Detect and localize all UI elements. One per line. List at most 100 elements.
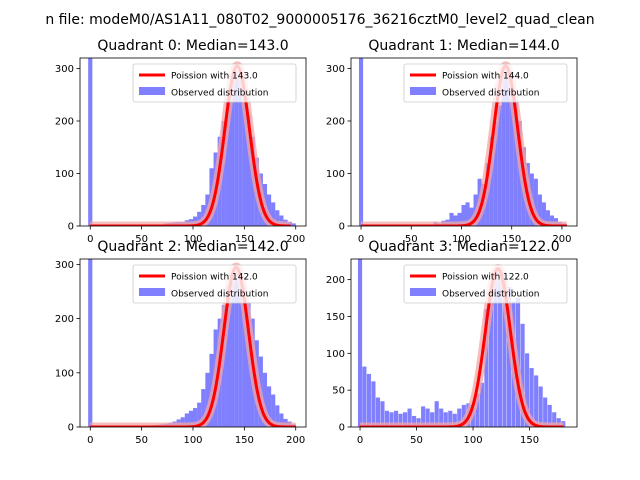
y-tick-label: 0 xyxy=(339,222,345,233)
histogram-bar xyxy=(402,412,408,427)
legend-box xyxy=(403,63,568,103)
histogram-bar xyxy=(201,205,206,226)
x-tick-label: 100 xyxy=(183,435,202,446)
histogram-bar xyxy=(509,84,514,226)
x-tick-label: 100 xyxy=(452,234,471,245)
histogram-bar xyxy=(384,410,390,427)
panel-title: Quadrant 2: Median=142.0 xyxy=(97,239,288,255)
legend-hist-label: Observed distribution xyxy=(442,89,539,99)
histogram-bar xyxy=(421,406,426,427)
histogram-bar xyxy=(443,412,448,427)
y-tick-label: 100 xyxy=(326,349,345,360)
histogram-bar xyxy=(275,210,280,226)
legend-box xyxy=(132,63,297,103)
y-tick-label: 0 xyxy=(339,423,345,434)
histogram-bar xyxy=(449,212,454,226)
histogram-bar xyxy=(238,280,243,427)
y-tick-label: 300 xyxy=(55,260,74,271)
legend-box xyxy=(132,264,297,304)
histogram-bar xyxy=(229,280,235,427)
quadrant-3-chart: 0 50 100 150 0 50 100 150 200 Quadrant 3: Median=… xyxy=(326,239,578,446)
histogram-bar xyxy=(448,410,453,427)
legend: Poission with 122.0 Observed distribution xyxy=(403,264,568,304)
histogram-bar xyxy=(221,305,226,427)
histogram-bar xyxy=(425,408,430,427)
histogram-bar xyxy=(497,268,503,427)
x-tick-label: 50 xyxy=(135,435,148,446)
histogram-bar xyxy=(543,397,548,427)
y-tick-label: 100 xyxy=(55,169,74,180)
legend: Poission with 142.0 Observed distribution xyxy=(132,264,297,304)
histogram-bar xyxy=(225,286,231,427)
histogram-bar xyxy=(461,205,466,226)
x-tick-label: 0 xyxy=(87,234,93,245)
axes-frame xyxy=(350,258,578,428)
histogram-bar xyxy=(366,373,371,427)
histogram-bar xyxy=(358,58,364,226)
histogram-bar xyxy=(271,202,276,226)
histogram-bar xyxy=(398,413,403,427)
quadrant-3-plot-area xyxy=(357,259,566,427)
y-tick-label: 200 xyxy=(326,275,345,286)
histogram-bar xyxy=(180,417,185,427)
histogram-bar xyxy=(407,408,412,427)
histogram-bar xyxy=(279,413,284,427)
histogram-bar xyxy=(242,94,247,226)
histogram-bar xyxy=(547,404,552,427)
histogram-bar xyxy=(205,372,210,427)
legend-hist-swatch xyxy=(410,87,436,95)
histogram-bar xyxy=(389,412,394,427)
y-tick-label: 0 xyxy=(68,423,74,434)
histogram-bar xyxy=(275,405,280,427)
histogram-bar xyxy=(266,386,272,427)
x-tick-label: 100 xyxy=(463,435,482,446)
quadrant-1-chart: 0 50 100 150 200 0 100 200 300 Quadrant 1: Median… xyxy=(326,38,578,245)
legend-hist-swatch xyxy=(139,87,165,95)
y-tick-label: 50 xyxy=(332,386,345,397)
histogram-bar xyxy=(479,382,484,427)
histogram-bar xyxy=(452,413,457,427)
histogram-bar xyxy=(533,178,538,226)
histogram-bar xyxy=(520,323,525,427)
histogram-bar xyxy=(534,375,539,427)
histogram-bar xyxy=(234,267,239,427)
legend-curve-label: Poission with 122.0 xyxy=(442,273,529,283)
histogram-bar xyxy=(502,272,507,427)
y-tick-label: 0 xyxy=(68,222,74,233)
histogram-bar xyxy=(489,136,494,226)
legend-hist-label: Observed distribution xyxy=(171,89,268,99)
x-tick-label: 200 xyxy=(286,234,305,245)
histogram-bar xyxy=(537,194,542,226)
histogram-bar xyxy=(229,79,235,226)
x-tick-label: 50 xyxy=(405,234,418,245)
panel-title: Quadrant 1: Median=144.0 xyxy=(368,38,559,54)
legend-hist-swatch xyxy=(410,288,436,296)
histogram-bar xyxy=(493,121,498,226)
y-tick-label: 100 xyxy=(55,368,74,379)
y-tick-label: 200 xyxy=(326,117,345,128)
histogram-bar xyxy=(197,211,202,226)
x-tick-label: 150 xyxy=(235,234,254,245)
quadrant-2-chart: 0 50 100 150 200 0 100 200 300 Quadrant 2: Median… xyxy=(55,239,307,446)
histogram-bar xyxy=(225,100,231,226)
histogram-bar xyxy=(529,368,534,427)
histogram-bar xyxy=(484,309,489,427)
legend-hist-label: Observed distribution xyxy=(442,290,539,300)
legend-curve-label: Poission with 143.0 xyxy=(171,72,258,82)
legend: Poission with 144.0 Observed distribution xyxy=(403,63,568,103)
histogram-bar xyxy=(457,408,462,427)
x-tick-label: 150 xyxy=(520,435,539,446)
histogram-bar xyxy=(197,402,202,427)
histogram-bar xyxy=(371,381,376,427)
y-tick-label: 200 xyxy=(55,117,74,128)
x-tick-label: 0 xyxy=(87,435,93,446)
x-tick-label: 100 xyxy=(183,234,202,245)
histogram-bar xyxy=(549,215,554,226)
histogram-bar xyxy=(234,71,239,226)
histogram-bar xyxy=(412,415,417,427)
y-tick-label: 200 xyxy=(55,314,74,325)
histogram-bar xyxy=(279,215,284,226)
histogram-bar xyxy=(488,290,494,427)
histogram-bar xyxy=(271,394,276,427)
